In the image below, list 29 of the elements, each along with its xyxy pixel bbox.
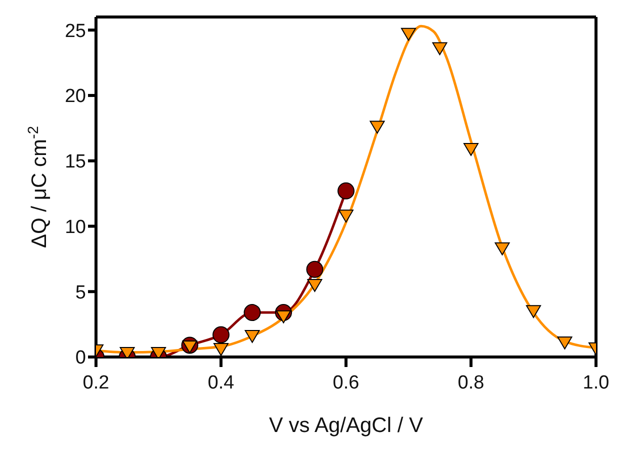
point	[338, 210, 354, 223]
point	[307, 278, 322, 292]
x-tick-label: 0.4	[208, 372, 235, 394]
point	[526, 305, 541, 318]
point	[338, 182, 354, 200]
point	[306, 260, 324, 278]
point	[276, 310, 291, 324]
x-tick-label: 0.6	[332, 372, 360, 394]
point	[244, 330, 260, 343]
y-tick-label: 5	[75, 282, 86, 304]
point	[182, 340, 198, 354]
x-axis-title: V vs Ag/AgCl / V	[268, 414, 424, 437]
point	[557, 336, 572, 350]
point	[464, 142, 478, 156]
y-tick-label: 10	[64, 216, 86, 238]
x-tick-label: 0.2	[82, 372, 110, 394]
point	[212, 326, 230, 344]
y-tick-label: 20	[64, 86, 86, 108]
y-tick-label: 15	[64, 152, 86, 173]
point	[370, 120, 385, 134]
point	[401, 28, 416, 41]
y-tick-label: 0	[75, 348, 86, 369]
point	[432, 42, 448, 56]
x-tick-label: 0.8	[458, 372, 484, 394]
point	[214, 343, 228, 356]
point	[244, 304, 261, 322]
x-tick-label: 1.0	[582, 372, 610, 394]
point	[494, 242, 510, 256]
y-tick-label: 25	[64, 20, 86, 42]
